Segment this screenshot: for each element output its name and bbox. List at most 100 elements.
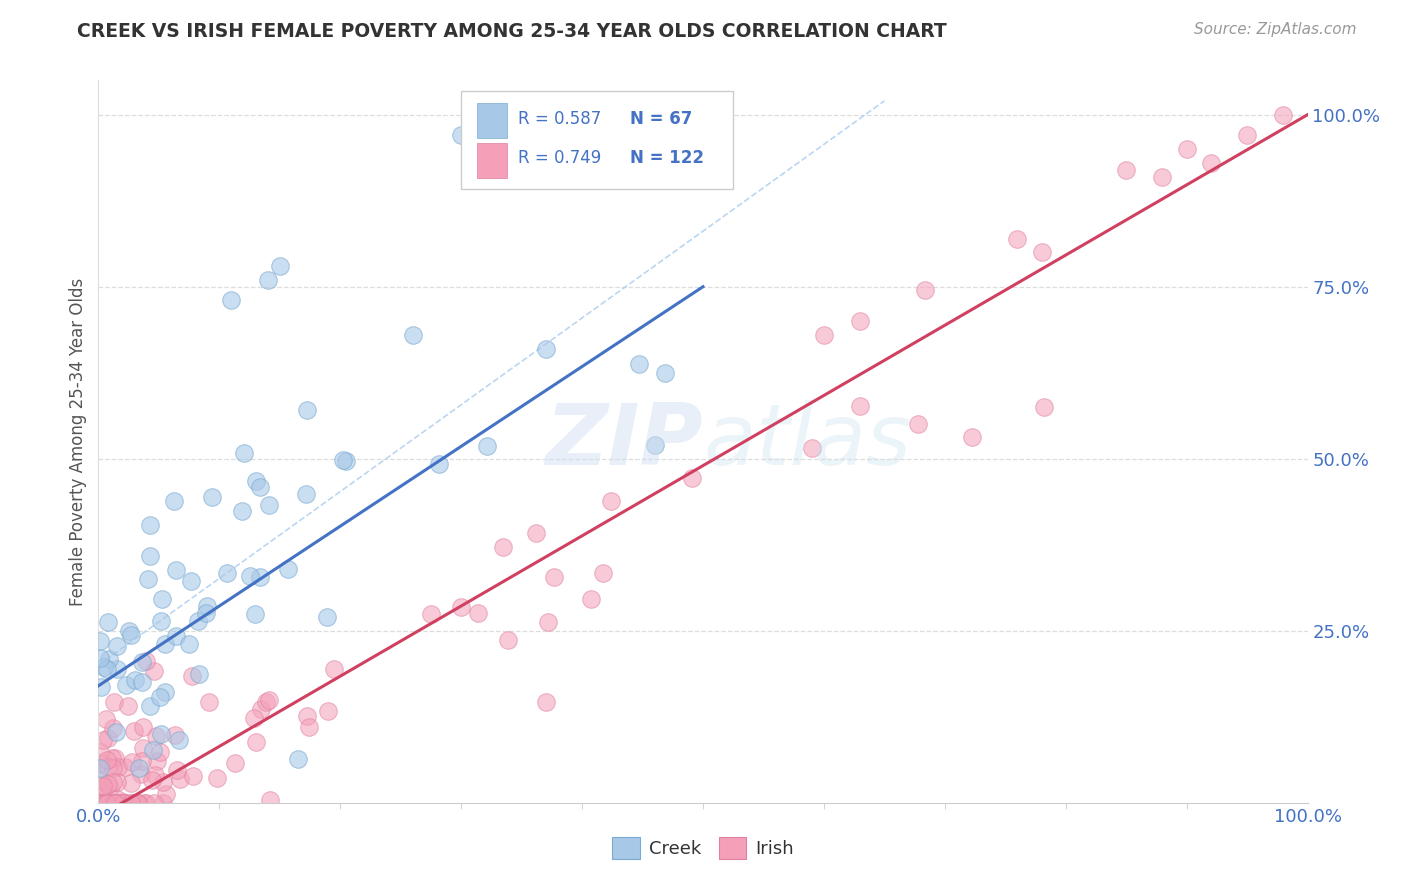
Point: [181, 769, 204, 783]
Point: [429, 457, 451, 471]
Point: [169, 772, 191, 787]
Point: [138, 518, 160, 533]
Point: [91, 779, 114, 793]
Point: [295, 709, 318, 723]
Point: [543, 570, 565, 584]
Point: [1272, 108, 1295, 122]
Point: [97, 731, 120, 745]
Point: [287, 752, 309, 766]
Point: [145, 729, 167, 743]
Point: [163, 494, 186, 508]
Point: [100, 751, 122, 765]
Point: [179, 637, 201, 651]
Point: [194, 606, 217, 620]
Point: [654, 367, 676, 381]
Point: [121, 755, 143, 769]
Point: [1175, 142, 1198, 156]
Point: [152, 796, 174, 810]
Point: [131, 675, 153, 690]
Point: [1032, 400, 1054, 414]
Text: R = 0.749: R = 0.749: [517, 149, 602, 168]
Point: [221, 293, 243, 308]
Point: [89, 779, 111, 793]
Point: [89, 651, 111, 665]
Point: [187, 666, 209, 681]
Point: [419, 607, 441, 621]
Point: [89, 796, 111, 810]
Point: [249, 702, 271, 716]
Point: [149, 745, 172, 759]
Point: [135, 796, 157, 810]
Point: [180, 574, 202, 588]
Point: [907, 417, 929, 431]
Point: [94, 712, 117, 726]
Point: [97, 615, 120, 629]
Point: [914, 283, 936, 297]
Point: [107, 796, 129, 810]
Point: [1236, 128, 1258, 143]
Point: [96, 796, 118, 810]
Point: [152, 775, 174, 789]
Point: [239, 569, 262, 583]
Point: [89, 745, 111, 759]
Text: N = 122: N = 122: [630, 149, 704, 168]
Point: [295, 487, 318, 501]
Point: [94, 796, 117, 810]
Point: [98, 651, 121, 665]
Point: [849, 400, 872, 414]
Point: [101, 796, 124, 810]
Bar: [477, 103, 508, 138]
Point: [139, 549, 162, 563]
Point: [592, 566, 614, 581]
Point: [89, 796, 111, 810]
Point: [681, 470, 703, 484]
Point: [134, 796, 156, 810]
Point: [269, 259, 291, 273]
Point: [89, 796, 111, 810]
Point: [1031, 245, 1053, 260]
Point: [813, 327, 835, 342]
Point: [232, 446, 254, 460]
Point: [316, 704, 339, 718]
Point: [97, 777, 120, 791]
Point: [112, 796, 135, 810]
Point: [89, 761, 111, 775]
Point: [141, 772, 163, 787]
Point: [181, 669, 204, 683]
Point: [90, 756, 112, 770]
Point: [114, 760, 136, 774]
Point: [101, 761, 124, 775]
Point: [111, 795, 134, 809]
Point: [153, 636, 176, 650]
Point: [849, 314, 872, 328]
Point: [536, 615, 558, 630]
Point: [254, 695, 277, 709]
Point: [138, 699, 160, 714]
Point: [450, 599, 472, 614]
Point: [127, 796, 149, 810]
Point: [224, 756, 246, 771]
Point: [644, 438, 666, 452]
Point: [166, 764, 188, 778]
Point: [600, 493, 623, 508]
Point: [142, 664, 165, 678]
Point: [118, 624, 141, 639]
Point: [259, 692, 281, 706]
Point: [155, 788, 177, 802]
Point: [128, 761, 150, 775]
Point: [115, 796, 138, 810]
Point: [121, 796, 143, 810]
Point: [231, 504, 253, 518]
Point: [249, 570, 271, 584]
Point: [91, 796, 114, 810]
Point: [496, 632, 519, 647]
Point: [402, 327, 425, 342]
Text: atlas: atlas: [703, 400, 911, 483]
Point: [165, 728, 187, 742]
Point: [121, 796, 143, 810]
Point: [332, 453, 354, 467]
Point: [96, 662, 118, 676]
Point: [104, 796, 127, 810]
Point: [132, 720, 155, 734]
Point: [97, 796, 120, 810]
